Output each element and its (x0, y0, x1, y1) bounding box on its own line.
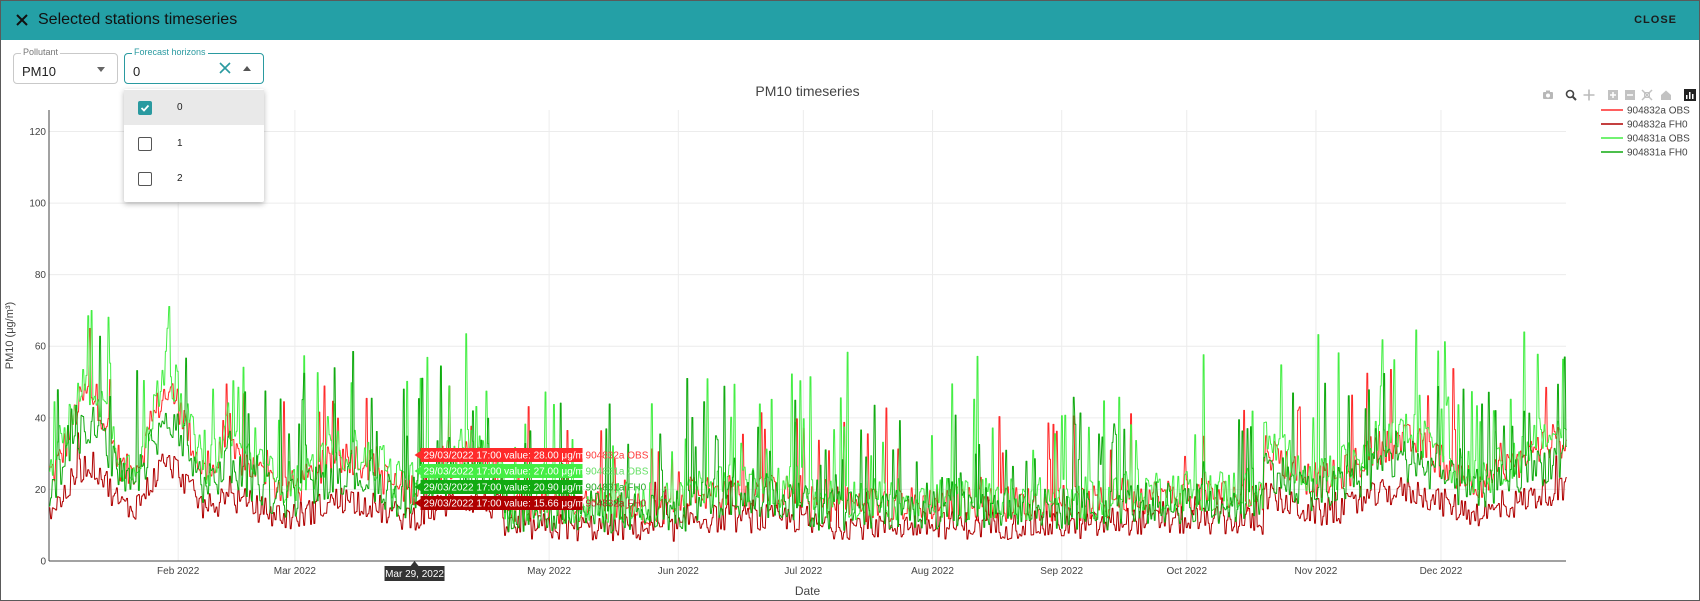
reset-axes-icon[interactable] (1660, 89, 1672, 101)
hover-x-label-bg (384, 566, 445, 581)
chevron-down-icon[interactable] (97, 67, 105, 72)
hover-tooltip-series: 904831a FH0 (586, 483, 647, 494)
zoom-icon[interactable] (1565, 89, 1577, 101)
hover-tooltip-text: 29/03/2022 17:00 value: 27.00 μg/m³ (424, 467, 588, 478)
close-button[interactable]: CLOSE (1634, 14, 1677, 26)
hover-tooltip-text: 29/03/2022 17:00 value: 28.00 μg/m³ (424, 451, 588, 462)
camera-icon[interactable] (1542, 89, 1554, 101)
chart-title: PM10 timeseries (755, 83, 859, 99)
hover-tooltip-bg (420, 496, 583, 510)
x-tick-label: Sep 2022 (1040, 566, 1083, 577)
forecast-horizons-select[interactable]: Forecast horizons 0 (124, 47, 264, 84)
x-tick-label: Nov 2022 (1295, 566, 1338, 577)
hover-tooltip-bg (420, 464, 583, 478)
clear-icon[interactable] (217, 60, 233, 76)
horizon-option-label: 2 (177, 173, 183, 184)
x-tick-label: Oct 2022 (1166, 566, 1207, 577)
modal-header: Selected stations timeseries CLOSE (1, 1, 1699, 40)
autoscale-icon[interactable] (1641, 89, 1653, 101)
zoom-in-icon[interactable] (1607, 89, 1619, 101)
hover-tooltip-arrow (414, 451, 421, 459)
hover-tooltip-arrow (414, 483, 421, 491)
forecast-horizons-value: 0 (133, 64, 141, 79)
x-tick-label: Feb 2022 (157, 566, 200, 577)
y-tick-label: 20 (35, 485, 47, 496)
legend-entry[interactable]: 904831a OBS (1627, 134, 1690, 145)
pollutant-select[interactable]: Pollutant PM10 (13, 47, 118, 84)
checkbox-checked-icon[interactable] (138, 101, 152, 115)
horizon-option-label: 0 (177, 102, 183, 113)
pollutant-label: Pollutant (21, 47, 61, 57)
pan-icon[interactable] (1583, 89, 1595, 101)
hover-x-label: Mar 29, 2022 (385, 569, 444, 580)
y-tick-label: 120 (29, 127, 46, 138)
y-tick-label: 40 (35, 413, 47, 424)
x-tick-label: Jul 2022 (784, 566, 822, 577)
y-axis-label: PM10 (μg/m³) (4, 302, 16, 369)
y-tick-label: 100 (29, 199, 46, 210)
hover-tooltip-bg (420, 480, 583, 494)
hover-tooltip-text: 29/03/2022 17:00 value: 15.66 μg/m³ (424, 499, 588, 510)
hover-tooltip-arrow (414, 467, 421, 475)
checkbox-icon[interactable] (138, 172, 152, 186)
chevron-up-icon[interactable] (243, 66, 251, 71)
forecast-horizons-dropdown: 0 1 2 (124, 89, 264, 202)
forecast-horizons-label: Forecast horizons (132, 47, 208, 57)
x-tick-label: Dec 2022 (1420, 566, 1463, 577)
hover-tooltip-series: 904832a FH0 (586, 499, 647, 510)
x-tick-label: May 2022 (527, 566, 571, 577)
x-tick-label: Jun 2022 (658, 566, 700, 577)
x-tick-label: Aug 2022 (911, 566, 954, 577)
zoom-out-icon[interactable] (1624, 89, 1636, 101)
checkbox-icon[interactable] (138, 137, 152, 151)
horizon-option-1[interactable]: 1 (124, 126, 264, 161)
hover-tooltip-arrow (414, 499, 421, 507)
plotly-logo-icon[interactable] (1684, 89, 1696, 101)
legend-entry[interactable]: 904832a OBS (1627, 106, 1690, 117)
hover-tooltip-series: 904831a OBS (586, 467, 649, 478)
legend-entry[interactable]: 904831a FH0 (1627, 148, 1688, 159)
series-line-1 (49, 432, 1567, 542)
pollutant-value: PM10 (22, 64, 56, 79)
x-tick-label: Mar 2022 (274, 566, 317, 577)
horizon-option-2[interactable]: 2 (124, 161, 264, 196)
series-line-3 (49, 335, 1567, 534)
legend-entry[interactable]: 904832a FH0 (1627, 120, 1688, 131)
modal-title: Selected stations timeseries (38, 11, 238, 28)
y-tick-label: 60 (35, 342, 47, 353)
x-axis-label: Date (795, 584, 821, 598)
close-icon[interactable] (11, 9, 33, 31)
hover-x-label-arrow (410, 561, 419, 566)
hover-tooltip-text: 29/03/2022 17:00 value: 20.90 μg/m³ (424, 483, 588, 494)
horizon-option-0[interactable]: 0 (124, 90, 264, 125)
y-tick-label: 80 (35, 270, 47, 281)
hover-tooltip-bg (420, 448, 583, 462)
y-tick-label: 0 (40, 557, 46, 568)
horizon-option-label: 1 (177, 138, 183, 149)
hover-tooltip-series: 904832a OBS (586, 451, 649, 462)
